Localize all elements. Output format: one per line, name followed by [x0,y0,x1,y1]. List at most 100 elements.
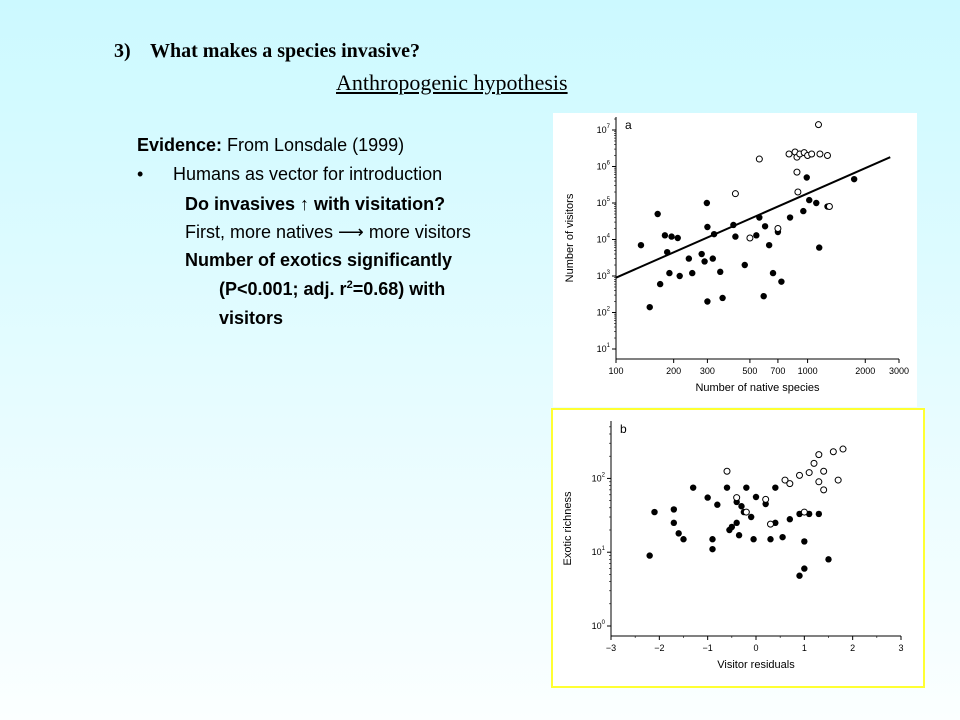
data-point-open [834,476,842,484]
data-point-filled [786,516,794,523]
data-point-open [820,486,828,494]
bullet-text: Humans as vector for introduction [173,164,443,184]
data-point-filled [670,519,678,527]
exotics-line-3: visitors [219,308,284,328]
x-tick-label: 1 [802,643,807,653]
y-tick-label: 100 [592,620,606,631]
y-tick-label: 102 [592,472,606,483]
y-axis-title: Exotic richness [562,491,574,565]
data-point-filled [735,532,743,539]
y-tick-label: 106 [597,161,611,172]
data-point-filled [760,292,767,300]
x-tick-label: 300 [700,366,715,376]
data-point-filled [753,232,760,239]
data-point-filled [704,494,711,501]
data-point-filled [719,294,726,302]
data-point-open [816,150,824,158]
data-point-filled [654,210,661,218]
data-point-filled [815,510,823,518]
data-point-open [723,467,731,475]
data-point-filled [730,221,737,229]
data-point-filled [816,244,823,251]
slide-subtitle: Anthropogenic hypothesis [336,70,568,95]
data-point-filled [680,536,687,543]
data-point-filled [801,565,808,572]
invasives-line: Do invasives ↑ with visitation? [185,194,446,214]
data-point-filled [676,272,683,280]
x-tick-label: 3 [898,643,903,653]
exotics-stat-a: (P<0.001; adj. r [219,279,347,299]
panel-label: b [620,422,627,436]
data-point-filled [710,230,718,238]
data-point-filled [741,261,748,269]
data-point-open [731,190,739,198]
data-point-filled [825,556,832,563]
data-point-filled [698,250,705,258]
data-point-filled [738,503,745,510]
x-tick-label: 200 [666,366,681,376]
x-tick-label: −1 [703,643,713,653]
x-tick-label: 2000 [855,366,875,376]
data-point-open [823,152,831,160]
data-point-filled [717,268,724,276]
data-point-open [814,121,822,129]
x-tick-label: 100 [608,366,623,376]
data-point-open [810,459,818,467]
data-point-filled [743,484,750,491]
y-tick-label: 104 [597,234,611,245]
data-point-filled [728,523,736,531]
data-point-filled [714,501,721,508]
data-point-filled [646,552,653,559]
data-point-filled [779,533,786,541]
data-point-filled [670,506,678,513]
data-point-filled [704,298,711,305]
data-point-open [733,494,741,502]
x-axis-title: Number of native species [695,382,820,394]
data-point-filled [646,303,653,311]
x-tick-label: 1000 [798,366,818,376]
data-point-filled [709,536,716,543]
data-point-filled [801,538,808,545]
data-point-open [786,480,794,488]
exotics-line-2: (P<0.001; adj. r2=0.68) with [219,279,445,300]
data-point-filled [769,269,777,277]
data-point-filled [796,572,803,579]
data-point-open [805,469,813,477]
data-point-filled [723,484,731,491]
natives-line: First, more natives ⟶ more visitors [185,222,471,242]
data-point-open [774,225,782,233]
data-point-open [781,476,789,484]
y-tick-label: 102 [597,307,611,318]
evidence-line: Evidence: From Lonsdale (1999) [137,135,404,156]
data-point-filled [786,214,794,221]
data-point-filled [689,484,697,491]
data-point-filled [709,255,716,262]
question-number: 3) [114,40,131,62]
data-point-filled [661,232,669,239]
data-point-open [815,478,823,486]
data-point-filled [709,545,716,553]
data-point-filled [704,223,711,231]
data-point-open [742,508,750,516]
data-point-open [755,155,763,163]
data-point-filled [772,484,779,491]
evidence-label: Evidence: [137,135,223,155]
data-point-filled [732,233,739,240]
data-point-open [793,168,801,176]
data-point-open [767,520,774,528]
question-heading: What makes a species invasive? [150,40,420,62]
data-point-filled [850,175,858,183]
data-point-filled [752,493,760,501]
exotics-stat-sup: 2 [346,279,353,291]
data-point-filled [663,248,671,256]
data-point-filled [767,536,774,543]
exotics-stat-b: =0.68) with [352,279,446,299]
data-point-filled [674,234,681,242]
data-point-filled [651,508,658,516]
regression-line [615,156,891,279]
data-point-filled [685,255,693,262]
evidence-source: From Lonsdale (1999) [222,135,405,155]
chart-a-svg: 101 102 103 104 105 106 107 100 200 300 500 700 1000… [564,117,909,394]
data-point-filled [637,241,645,249]
x-tick-label: 3000 [889,366,909,376]
